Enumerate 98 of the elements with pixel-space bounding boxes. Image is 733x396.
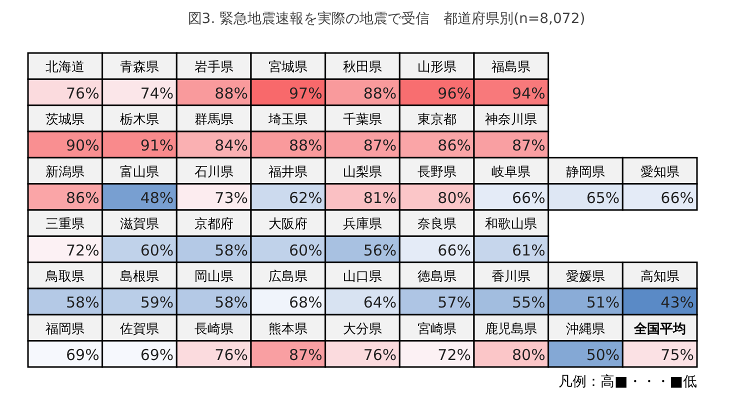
data-label: 50% [586, 346, 620, 364]
category-label: 愛媛県 [566, 269, 605, 284]
text: 図3. 緊急地震速報を実際の地震で受信 都道府県別(n=8,072) [188, 11, 586, 27]
category-label: 全国平均 [632, 322, 686, 337]
category-label: 徳島県 [417, 269, 456, 284]
data-label: 48% [140, 188, 174, 207]
data-label: 61% [512, 241, 546, 260]
category-label: 京都府 [194, 216, 234, 232]
category-label: 島根県 [120, 269, 159, 284]
category-label: 和歌山県 [485, 217, 538, 232]
category-label: 宮崎県 [417, 320, 456, 337]
category-label: 青森県 [120, 60, 159, 76]
category-label: 栃木県 [120, 112, 159, 128]
data-label: 58% [214, 294, 248, 312]
data-label: 81% [363, 188, 397, 207]
data-label: 74% [140, 84, 174, 102]
data-label: 96% [438, 84, 471, 102]
data-label: 72% [438, 346, 471, 364]
category-label: 福井県 [268, 164, 308, 180]
data-label: 72% [66, 241, 100, 260]
data-label: 86% [438, 136, 471, 155]
data-label: 75% [660, 346, 694, 364]
category-label: 岡山県 [194, 269, 234, 284]
category-label: 三重県 [46, 217, 85, 232]
category-label: 山口県 [343, 269, 382, 284]
category-label: 佐賀県 [120, 322, 159, 337]
data-label: 76% [214, 346, 248, 364]
category-label: 山梨県 [343, 164, 382, 180]
category-label: 熊本県 [268, 322, 308, 337]
data-label: 43% [660, 294, 694, 312]
category-label: 長崎県 [194, 322, 234, 337]
data-label: 87% [363, 136, 397, 155]
data-label: 60% [140, 241, 174, 260]
data-label: 57% [438, 294, 471, 312]
data-label: 66% [512, 188, 546, 207]
category-label: 鹿児島県 [485, 322, 538, 337]
category-label: 埼玉県 [268, 112, 308, 128]
data-label: 64% [363, 294, 397, 312]
data-label: 62% [288, 188, 322, 207]
data-label: 55% [512, 294, 546, 312]
category-label: 広島県 [268, 268, 308, 284]
category-label: 石川県 [194, 164, 234, 180]
data-label: 66% [438, 241, 471, 260]
data-label: 88% [214, 84, 248, 102]
category-label: 富山県 [120, 164, 159, 180]
data-label: 51% [586, 294, 620, 312]
category-label: 香川県 [492, 269, 531, 284]
category-label: 千葉県 [343, 112, 382, 128]
category-label: 山形県 [417, 60, 456, 76]
category-label: 宮城県 [268, 59, 308, 76]
category-label: 東京都 [417, 112, 456, 128]
category-label: 兵庫県 [343, 216, 382, 232]
data-label: 80% [438, 188, 471, 207]
category-label: 愛知県 [640, 164, 680, 180]
data-label: 87% [512, 136, 546, 155]
category-label: 北海道 [46, 60, 85, 76]
category-label: 奈良県 [417, 217, 456, 232]
category-label: 神奈川県 [485, 112, 538, 128]
category-label: 岐阜県 [492, 164, 531, 180]
data-label: 94% [512, 84, 546, 102]
data-label: 91% [140, 136, 174, 155]
category-label: 福岡県 [46, 322, 85, 337]
data-label: 66% [660, 188, 694, 207]
category-label: 福島県 [492, 60, 531, 76]
category-label: 茨城県 [46, 112, 85, 128]
data-label: 76% [363, 346, 397, 364]
data-label: 76% [66, 84, 100, 102]
data-label: 58% [66, 294, 100, 312]
data-label: 58% [214, 241, 248, 260]
text: 凡例：高■・・・■低 [558, 374, 697, 390]
data-label: 90% [66, 136, 100, 155]
category-label: 鳥取県 [44, 269, 85, 284]
category-label: 滋賀県 [120, 217, 159, 232]
data-label: 86% [66, 188, 100, 207]
category-label: 秋田県 [343, 60, 382, 76]
data-label: 59% [140, 294, 174, 312]
category-label: 群馬県 [194, 112, 234, 128]
data-label: 68% [288, 294, 322, 312]
category-label: 高知県 [640, 268, 680, 284]
data-label: 88% [288, 136, 322, 155]
data-label: 65% [586, 188, 620, 207]
category-label: 長野県 [417, 164, 456, 180]
data-label: 97% [288, 84, 322, 102]
category-label: 大阪府 [268, 216, 308, 232]
data-label: 60% [288, 241, 322, 260]
data-label: 84% [214, 136, 248, 155]
category-label: 沖縄県 [566, 322, 605, 337]
data-label: 88% [363, 84, 397, 102]
category-label: 岩手県 [194, 60, 234, 76]
data-label: 69% [140, 346, 174, 364]
data-label: 56% [363, 241, 397, 260]
data-label: 87% [288, 346, 322, 364]
data-label: 80% [512, 346, 546, 364]
category-label: 大分県 [343, 322, 382, 337]
category-label: 新潟県 [46, 164, 85, 180]
data-label: 69% [66, 346, 100, 364]
category-label: 静岡県 [566, 164, 605, 180]
data-label: 73% [214, 188, 248, 207]
